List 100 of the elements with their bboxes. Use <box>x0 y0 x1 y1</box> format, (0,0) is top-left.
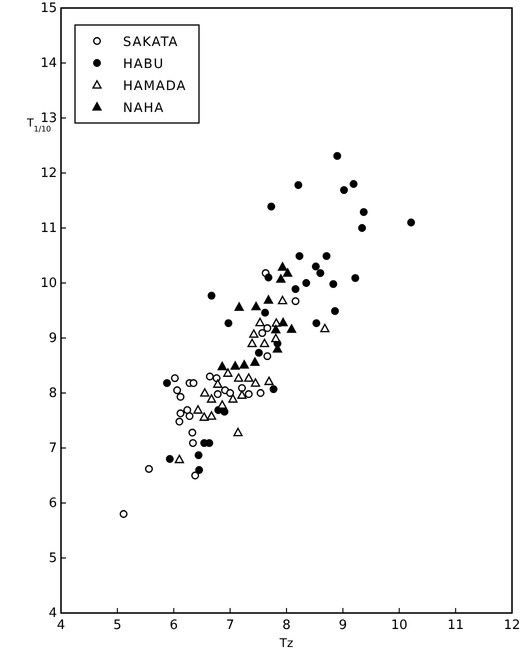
x-tick-label: 9 <box>338 618 348 633</box>
point <box>320 324 330 332</box>
point <box>333 152 342 160</box>
point <box>200 388 210 397</box>
point <box>176 392 184 401</box>
point <box>360 208 368 216</box>
point <box>278 296 288 304</box>
point <box>238 384 246 392</box>
point <box>278 262 288 271</box>
y-tick-label: 11 <box>40 221 57 236</box>
point <box>350 180 358 188</box>
y-tick-label: 8 <box>48 386 57 401</box>
point <box>174 454 184 464</box>
point <box>247 338 257 348</box>
point <box>302 279 310 287</box>
point <box>144 464 153 473</box>
point <box>270 385 278 394</box>
point <box>188 439 197 447</box>
x-tick-label: 6 <box>170 618 178 633</box>
point <box>292 297 300 306</box>
point <box>234 302 244 311</box>
point <box>271 324 280 334</box>
point <box>234 373 244 382</box>
point <box>237 390 247 399</box>
point <box>200 412 209 421</box>
point <box>282 268 292 277</box>
point <box>292 285 300 293</box>
point <box>224 319 232 328</box>
point <box>230 361 240 370</box>
x-axis-title: Tz <box>278 636 294 650</box>
point <box>191 472 200 480</box>
point <box>206 372 214 380</box>
point <box>173 386 182 394</box>
x-tick-label: 12 <box>504 618 520 633</box>
point <box>263 324 272 332</box>
point <box>316 269 324 278</box>
point <box>258 329 266 337</box>
point <box>256 389 265 397</box>
point <box>250 378 260 387</box>
point <box>296 252 304 260</box>
x-tick-label: 7 <box>226 618 234 633</box>
y-tick-label: 6 <box>48 496 57 511</box>
point <box>267 202 276 210</box>
point <box>351 274 360 282</box>
point <box>220 408 228 416</box>
point <box>249 329 258 338</box>
point <box>240 360 249 369</box>
point <box>261 308 270 317</box>
x-tick-label: 10 <box>390 618 408 633</box>
point <box>294 181 302 190</box>
point <box>208 292 216 300</box>
point <box>213 379 222 388</box>
point <box>244 373 254 382</box>
point <box>322 252 330 260</box>
legend-label: NAHA <box>123 101 164 116</box>
point <box>194 451 203 460</box>
point <box>329 280 338 288</box>
point <box>255 318 265 326</box>
point <box>278 318 288 326</box>
y-tick-label: 5 <box>48 551 57 566</box>
point <box>206 411 216 420</box>
point <box>166 455 174 463</box>
point <box>260 338 270 348</box>
point <box>188 428 196 437</box>
point <box>223 368 233 377</box>
point <box>183 406 192 414</box>
point <box>251 302 261 310</box>
legend-label: HAMADA <box>123 79 186 94</box>
point <box>264 376 274 386</box>
point <box>228 394 238 403</box>
point <box>175 418 184 426</box>
point <box>218 362 227 370</box>
y-tick-label: 14 <box>40 56 57 71</box>
point <box>163 379 171 388</box>
point <box>331 307 339 315</box>
point <box>264 274 272 282</box>
point <box>263 352 272 360</box>
point <box>264 295 274 304</box>
y-tick-label: 9 <box>48 331 57 346</box>
point <box>254 348 263 357</box>
point <box>218 400 227 409</box>
y-tick-label: 7 <box>48 441 57 456</box>
point <box>340 186 348 194</box>
point <box>276 274 286 283</box>
y-tick-label: 4 <box>48 606 57 621</box>
point <box>250 357 260 366</box>
point <box>186 412 194 420</box>
point <box>358 224 366 232</box>
point <box>286 324 296 333</box>
legend-label: SAKATA <box>123 35 178 50</box>
legend-label: HABU <box>123 57 164 72</box>
point <box>190 379 198 388</box>
point <box>271 334 280 342</box>
x-tick-label: 8 <box>282 618 291 633</box>
point <box>407 218 416 226</box>
point <box>170 374 179 382</box>
point <box>206 394 216 403</box>
point <box>312 262 320 270</box>
x-tick-label: 11 <box>447 618 464 633</box>
y-tick-label: 15 <box>40 1 57 16</box>
